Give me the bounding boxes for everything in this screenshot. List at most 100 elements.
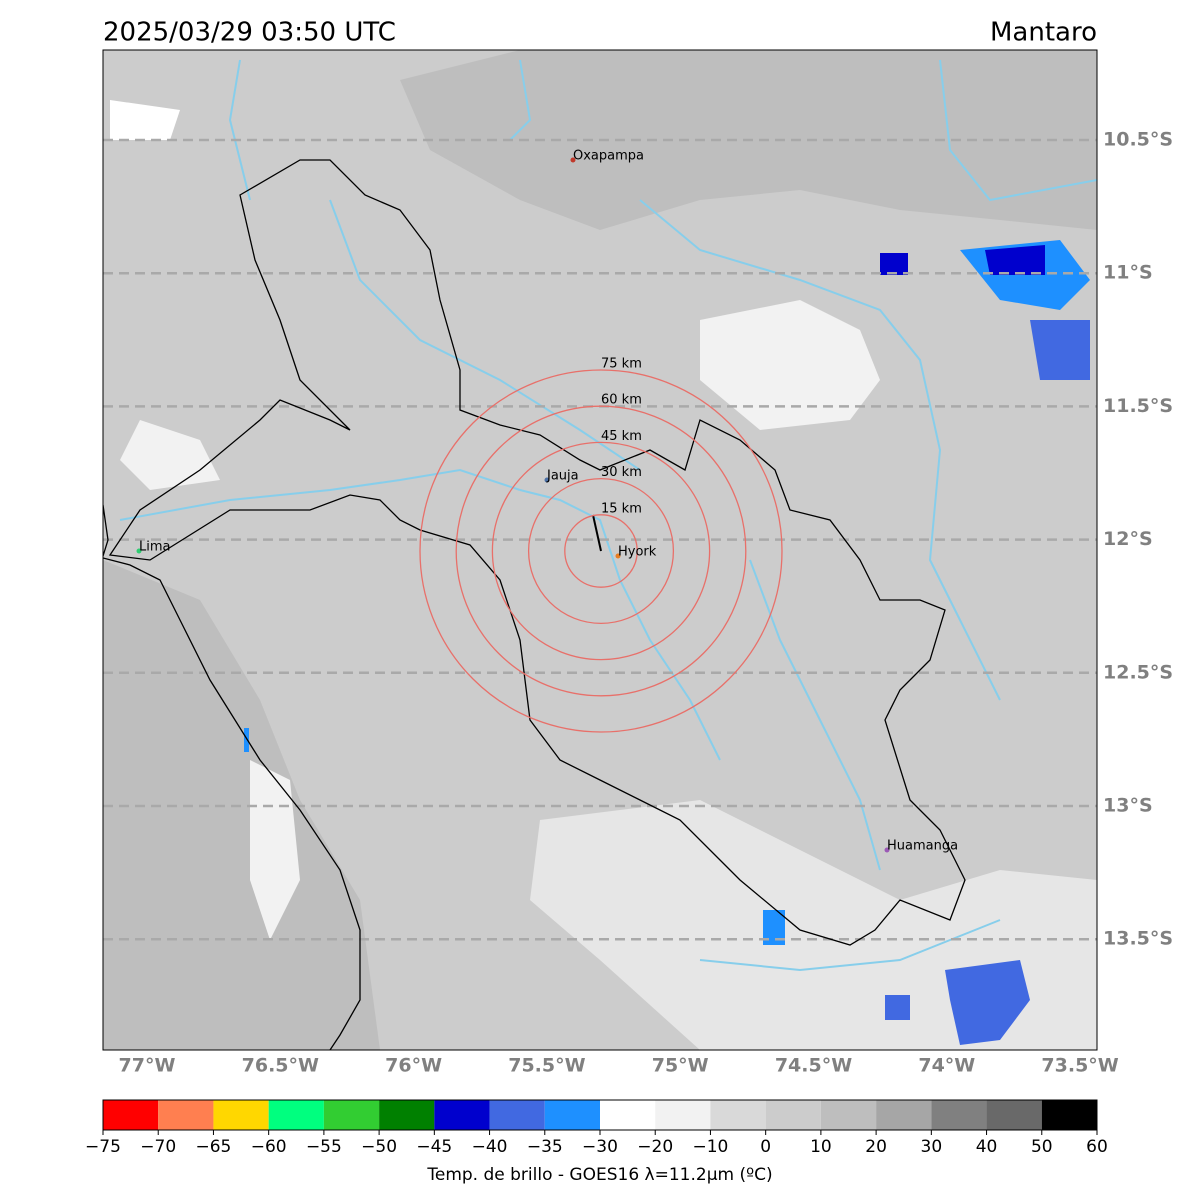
lon-label: 75°W <box>652 1055 709 1077</box>
cities: Oxapampa Jauja Hyork Lima Huamanga <box>136 149 958 854</box>
ring-label: 30 km <box>601 465 642 480</box>
ring-label: 75 km <box>601 357 642 372</box>
colorbar-segment <box>986 1100 1042 1130</box>
lon-label: 75.5°W <box>508 1055 585 1077</box>
river <box>749 559 881 871</box>
colorbar-tick-label: −50 <box>361 1137 397 1157</box>
colorbar-segment <box>710 1100 766 1130</box>
lon-label: 77°W <box>119 1055 176 1077</box>
lat-label: 13.5°S <box>1103 928 1173 950</box>
colorbar-tick-label: 20 <box>865 1137 887 1157</box>
cloud-area <box>110 100 180 140</box>
cold-cloud <box>880 253 908 275</box>
colorbar-tick-label: −55 <box>306 1137 342 1157</box>
city-label: Jauja <box>546 469 579 484</box>
cloud-area <box>120 420 220 490</box>
city-marker <box>615 553 621 559</box>
river <box>639 199 1001 701</box>
colorbar-segment <box>323 1100 380 1130</box>
lat-label: 11°S <box>1103 262 1153 284</box>
city-marker <box>884 847 890 853</box>
colorbar-segment <box>103 1100 159 1130</box>
river <box>228 59 251 201</box>
cold-cloud <box>945 960 1030 1045</box>
colorbar-segment <box>765 1100 821 1130</box>
colorbar-tick-label: −60 <box>251 1137 287 1157</box>
datetime: 2025/03/29 03:50 UTC <box>103 18 396 48</box>
river <box>119 468 521 521</box>
city-label: Huamanga <box>887 839 958 854</box>
colorbar-tick-label: 0 <box>760 1137 771 1157</box>
region: Mantaro <box>990 18 1097 48</box>
colorbar: −75 −70 −65 −60 −55 −50 −45 −40 −35 −30 −20 −10 0 10 2… <box>85 1099 1108 1157</box>
radar-beam <box>592 514 602 552</box>
frame <box>102 49 1098 1051</box>
river <box>329 199 641 471</box>
colorbar-segment <box>600 1100 656 1130</box>
rings: 15 km 30 km 45 km 60 km 75 km <box>419 357 783 733</box>
range-ring <box>491 441 711 661</box>
colorbar-segment <box>655 1100 711 1130</box>
colorbar-segment <box>268 1100 324 1130</box>
colorbar-segment <box>213 1100 269 1130</box>
lon-label: 74°W <box>918 1055 975 1077</box>
lat-label: 10.5°S <box>1103 129 1173 151</box>
colorbar-segment <box>931 1100 987 1130</box>
cloud-area <box>700 300 880 430</box>
colorbar-segment <box>379 1100 435 1130</box>
colorbar-tick-label: −70 <box>140 1137 176 1157</box>
colorbar-tick-label: −30 <box>582 1137 618 1157</box>
range-ring <box>455 405 747 697</box>
city-label: Oxapampa <box>573 149 644 164</box>
colorbar-segment <box>1041 1100 1097 1130</box>
cold-cloud <box>1030 320 1090 380</box>
lon-label: 76.5°W <box>242 1055 319 1077</box>
city-marker <box>544 477 550 483</box>
lat-label: 13°S <box>1103 795 1153 817</box>
colorbar-tick-label: 40 <box>976 1137 998 1157</box>
rivers <box>119 59 1097 972</box>
colorbar-segment <box>820 1100 877 1130</box>
cold-cloud <box>985 245 1045 275</box>
range-ring <box>527 477 675 625</box>
lon-label: 76°W <box>385 1055 442 1077</box>
city-label: Lima <box>139 540 170 555</box>
basin-boundary <box>108 159 966 946</box>
colorbar-tick-label: 50 <box>1031 1137 1053 1157</box>
colorbar-tick-label: −40 <box>472 1137 508 1157</box>
range-ring <box>419 369 783 733</box>
cold-cloud <box>763 910 785 945</box>
range-ring <box>564 514 638 588</box>
city-label: Hyork <box>618 545 657 560</box>
lon-label: 73.5°W <box>1041 1055 1118 1077</box>
colorbar-segment <box>489 1100 545 1130</box>
colorbar-tick-label: −45 <box>416 1137 452 1157</box>
colorbar-segment <box>434 1100 490 1130</box>
axes: 10.5°S 11°S 11.5°S 12°S 12.5°S 13°S 13.5°S 77°W… <box>119 129 1174 1077</box>
colorbar-tick-label: −35 <box>527 1137 563 1157</box>
colorbar-tick-label: −75 <box>85 1137 121 1157</box>
colorbar-segment <box>544 1100 600 1130</box>
colorbar-tick-label: −10 <box>692 1137 728 1157</box>
map: 15 km 30 km 45 km 60 km 75 km Oxapampa Jauja H… <box>103 50 1097 1050</box>
coastline <box>103 504 361 1050</box>
colorbar-tick-label: −20 <box>637 1137 673 1157</box>
cloud-area <box>103 560 380 1050</box>
colorbar-segment <box>158 1100 214 1130</box>
river <box>519 489 721 761</box>
cold-cloud <box>244 728 249 752</box>
colorbar-tick-label: 10 <box>810 1137 832 1157</box>
colorbar-tick-label: 60 <box>1086 1137 1108 1157</box>
colorbar-segment <box>876 1100 932 1130</box>
river <box>699 919 1001 972</box>
city-marker <box>136 548 142 554</box>
ring-label: 15 km <box>601 501 642 516</box>
colorbar-label: Temp. de brillo - GOES16 λ=11.2μm (ºC) <box>426 1165 772 1185</box>
lat-label: 12.5°S <box>1103 661 1173 683</box>
lon-label: 74.5°W <box>775 1055 852 1077</box>
lat-label: 11.5°S <box>1103 395 1173 417</box>
lat-label: 12°S <box>1103 528 1153 550</box>
river <box>509 59 532 141</box>
ring-label: 45 km <box>601 429 642 444</box>
